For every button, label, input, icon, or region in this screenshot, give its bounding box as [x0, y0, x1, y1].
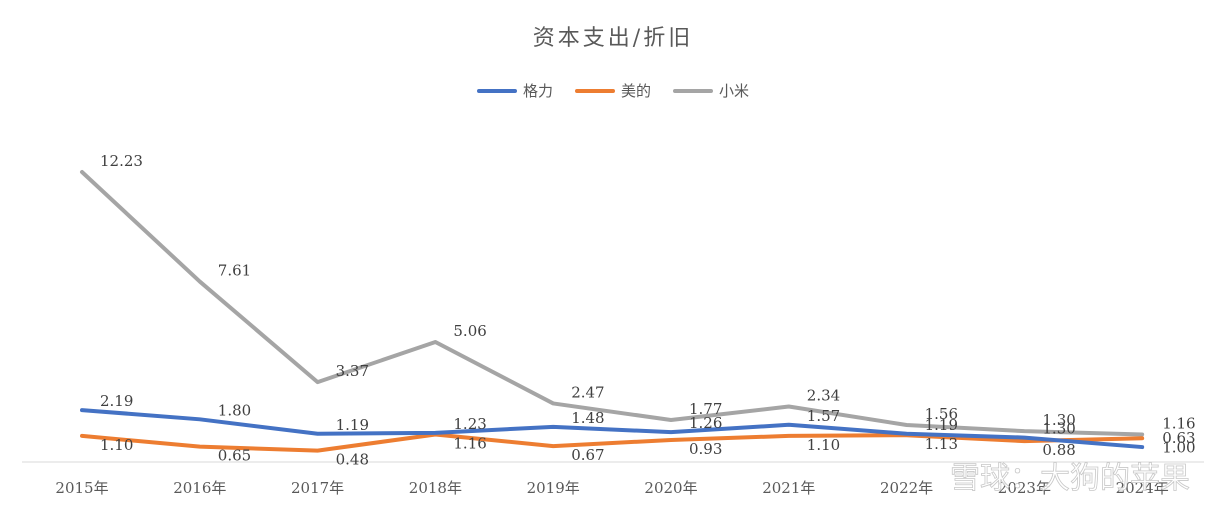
series-line-1	[80, 432, 1145, 453]
data-label: 1.10	[100, 436, 133, 454]
chart-legend: 格力 美的 小米	[0, 80, 1226, 101]
x-tick-label: 2022年	[880, 479, 933, 497]
data-label: 1.10	[807, 436, 840, 454]
data-label: 2.47	[571, 383, 604, 401]
legend-item-1: 美的	[574, 80, 651, 101]
data-label: 1.57	[807, 407, 840, 425]
data-label: 2.19	[100, 392, 133, 410]
legend-label: 美的	[620, 82, 651, 100]
data-label: 12.23	[100, 152, 143, 170]
legend-swatch	[476, 88, 517, 93]
data-label: 1.13	[925, 435, 958, 453]
x-tick-label: 2020年	[644, 479, 697, 497]
data-label: 0.63	[1162, 429, 1195, 447]
series-line-2	[80, 170, 1145, 437]
legend-label: 小米	[719, 82, 750, 100]
x-tick-label: 2023年	[998, 479, 1051, 497]
data-label: 1.80	[218, 401, 251, 419]
data-label: 5.06	[453, 322, 486, 340]
x-tick-label: 2018年	[409, 479, 462, 497]
data-label: 0.88	[1042, 441, 1075, 459]
data-label: 1.23	[453, 415, 486, 433]
data-label: 3.37	[336, 362, 369, 380]
data-label: 1.56	[925, 405, 958, 423]
data-label: 1.16	[1162, 414, 1195, 432]
data-label: 0.93	[689, 440, 722, 458]
x-tick-label: 2019年	[527, 479, 580, 497]
data-label: 1.16	[453, 434, 486, 452]
data-label: 0.67	[571, 446, 604, 464]
data-label: 1.77	[689, 400, 722, 418]
legend-item-2: 小米	[673, 80, 749, 101]
data-label: 1.48	[571, 409, 604, 427]
watermark: 雪球：大狗的苹果	[950, 461, 1190, 496]
x-tick-label: 2016年	[173, 479, 226, 497]
data-label: 1.26	[689, 414, 722, 432]
legend-label: 格力	[522, 82, 553, 100]
data-label: 7.61	[218, 262, 251, 280]
data-label: 1.30	[1042, 420, 1075, 438]
data-label: 1.19	[925, 416, 958, 434]
legend-item-0: 格力	[476, 80, 553, 101]
legend-swatch	[673, 88, 713, 93]
series-line-0	[80, 408, 1145, 450]
x-tick-label: 2015年	[55, 479, 108, 497]
data-label: 2.34	[807, 387, 840, 405]
data-label: 1.19	[336, 416, 369, 434]
x-tick-label: 2021年	[762, 479, 815, 497]
data-label: 0.48	[336, 451, 369, 469]
data-label: 1.00	[1162, 438, 1195, 456]
x-tick-label: 2024年	[1116, 479, 1169, 497]
x-tick-label: 2017年	[291, 479, 344, 497]
legend-swatch	[574, 88, 615, 93]
data-label: 0.65	[218, 447, 251, 465]
data-label: 1.30	[1042, 411, 1075, 429]
chart-title: 资本支出/折旧	[532, 26, 694, 51]
